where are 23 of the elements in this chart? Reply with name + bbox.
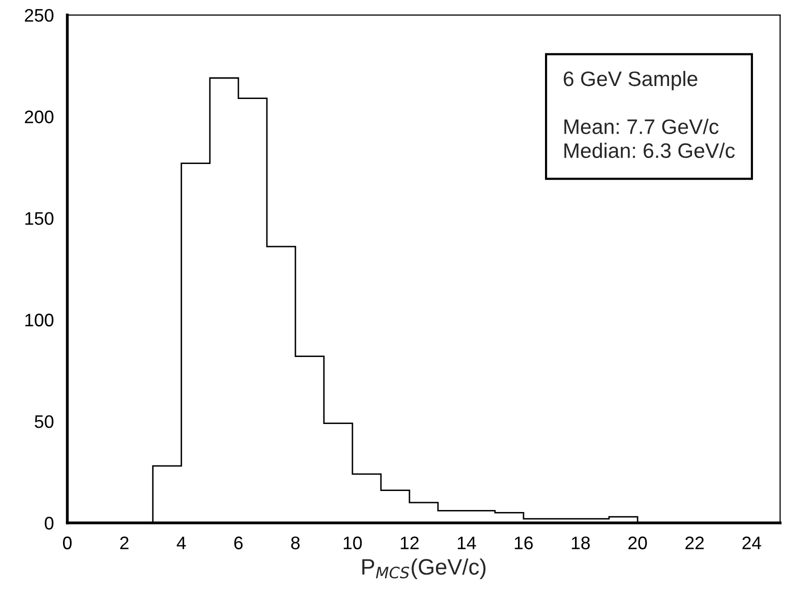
annotation: 6 GeV Sample [564,70,698,90]
annotation: Median: 6.3 GeV/c [564,142,735,158]
x-tick-label: 16 [514,536,533,550]
x-tick-label: 14 [458,536,476,550]
x-tick-label: 8 [291,536,300,550]
y-tick-label: 200 [24,110,54,124]
annotation: Mean: 7.7 GeV/c [564,118,718,134]
x-tick-label: 20 [628,536,647,550]
y-tick-label: 0 [44,516,54,530]
x-tick-label: 2 [120,536,128,550]
x-tick-label: 18 [572,536,590,550]
x-tick-label: 10 [344,536,362,550]
x-tick-label: 6 [234,536,243,550]
x-tick-label: 0 [63,536,72,550]
y-tick-label: 50 [34,415,54,428]
x-tick-label: 12 [400,536,419,550]
x-axis-title: P$_{MCS}$(GeV/c) [362,558,486,580]
y-tick-label: 100 [25,314,54,326]
y-tick-label: 150 [25,212,54,225]
y-tick-label: 250 [24,8,54,22]
x-tick-label: 22 [685,536,704,550]
x-tick-label: 4 [176,536,186,550]
x-tick-label: 24 [742,536,762,550]
